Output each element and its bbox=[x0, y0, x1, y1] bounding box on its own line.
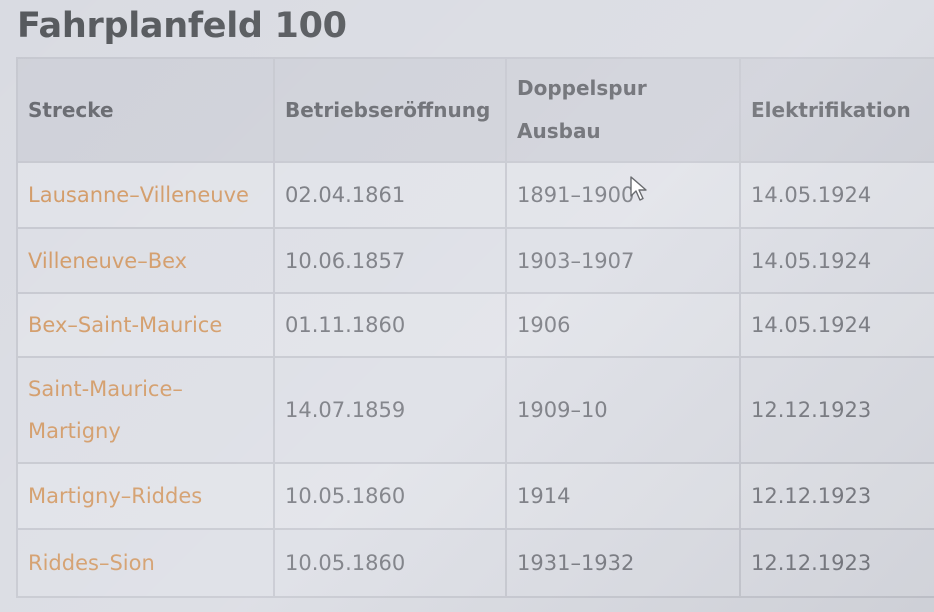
table-row: Bex–Saint-Maurice 01.11.1860 1906 14.05.… bbox=[16, 292, 934, 358]
mouse-pointer-icon bbox=[630, 176, 647, 201]
opening-date-cell: 10.05.1860 bbox=[273, 528, 507, 598]
route-link[interactable]: Saint-Maurice–Martigny bbox=[16, 356, 275, 464]
opening-date-cell: 14.07.1859 bbox=[273, 356, 507, 464]
table-row: Martigny–Riddes 10.05.1860 1914 12.12.19… bbox=[16, 462, 934, 530]
double-track-cell: 1914 bbox=[505, 462, 741, 530]
table-row: Saint-Maurice–Martigny 14.07.1859 1909–1… bbox=[16, 356, 934, 464]
double-track-cell: 1909–10 bbox=[505, 356, 741, 464]
column-header-strecke[interactable]: Strecke bbox=[16, 57, 275, 163]
route-link[interactable]: Bex–Saint-Maurice bbox=[16, 292, 275, 358]
route-link[interactable]: Villeneuve–Bex bbox=[16, 227, 275, 294]
double-track-cell: 1891–1900 bbox=[505, 161, 741, 229]
double-track-cell: 1903–1907 bbox=[505, 227, 741, 294]
table-row: Villeneuve–Bex 10.06.1857 1903–1907 14.0… bbox=[16, 227, 934, 294]
electrification-cell: 14.05.1924 bbox=[739, 292, 934, 358]
electrification-cell: 12.12.1923 bbox=[739, 528, 934, 598]
opening-date-cell: 02.04.1861 bbox=[273, 161, 507, 229]
page-title: Fahrplanfeld 100 bbox=[17, 6, 347, 46]
electrification-cell: 12.12.1923 bbox=[739, 356, 934, 464]
opening-date-cell: 10.06.1857 bbox=[273, 227, 507, 294]
electrification-cell: 12.12.1923 bbox=[739, 462, 934, 530]
opening-date-cell: 01.11.1860 bbox=[273, 292, 507, 358]
table-header-row: Strecke Betriebseröffnung Doppelspur Aus… bbox=[16, 57, 934, 163]
column-header-elektrifikation[interactable]: Elektrifikation bbox=[739, 57, 934, 163]
table-row: Riddes–Sion 10.05.1860 1931–1932 12.12.1… bbox=[16, 528, 934, 598]
double-track-cell: 1906 bbox=[505, 292, 741, 358]
route-link[interactable]: Lausanne–Villeneuve bbox=[16, 161, 275, 229]
opening-date-cell: 10.05.1860 bbox=[273, 462, 507, 530]
column-header-betriebseroeffnung[interactable]: Betriebseröffnung bbox=[273, 57, 507, 163]
route-link[interactable]: Martigny–Riddes bbox=[16, 462, 275, 530]
timetable-table: Strecke Betriebseröffnung Doppelspur Aus… bbox=[16, 57, 934, 598]
electrification-cell: 14.05.1924 bbox=[739, 227, 934, 294]
column-header-doppelspur[interactable]: Doppelspur Ausbau bbox=[505, 57, 741, 163]
route-link[interactable]: Riddes–Sion bbox=[16, 528, 275, 598]
double-track-cell: 1931–1932 bbox=[505, 528, 741, 598]
electrification-cell: 14.05.1924 bbox=[739, 161, 934, 229]
table-row: Lausanne–Villeneuve 02.04.1861 1891–1900… bbox=[16, 161, 934, 229]
